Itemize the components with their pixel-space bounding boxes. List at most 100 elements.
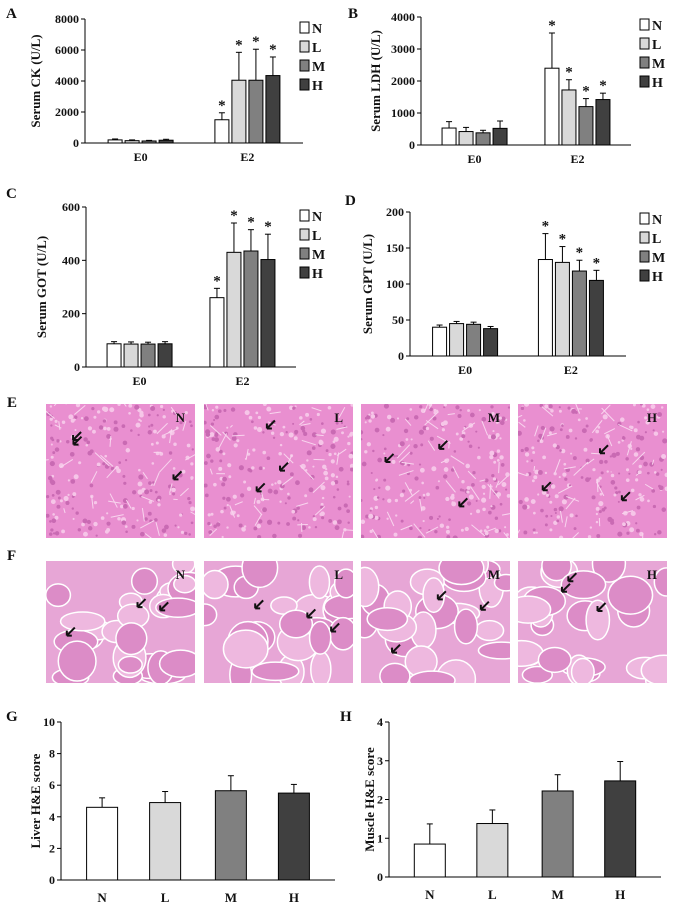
bar-d-e0-n xyxy=(432,326,448,357)
liver-tissue-h xyxy=(518,404,667,538)
legend-swatch-b-n xyxy=(639,18,650,31)
y-tick-label-a: 2000 xyxy=(55,105,79,119)
significance-marker-d: * xyxy=(542,219,550,235)
legend-swatch-d-h xyxy=(639,269,650,282)
y-tick-label-d: 0 xyxy=(398,349,404,363)
legend-swatch-d-m xyxy=(639,250,650,263)
significance-marker-b: * xyxy=(565,65,573,81)
bar-h-h xyxy=(604,780,637,878)
x-tick-label-d-e0: E0 xyxy=(458,363,472,377)
y-tick-label-c: 0 xyxy=(74,360,80,374)
y-tick-label-h: 4 xyxy=(377,715,383,729)
significance-marker-a: * xyxy=(235,37,243,53)
y-tick-label-g: 0 xyxy=(49,873,55,887)
significance-marker-c: * xyxy=(264,219,272,235)
liver-label-m: M xyxy=(487,410,500,425)
significance-marker-c: * xyxy=(230,208,238,224)
bar-b-e0-m xyxy=(475,132,491,146)
bar-d-e2-h xyxy=(588,279,604,357)
panel-letter-b: B xyxy=(348,6,358,22)
legend-label-a-l: L xyxy=(312,41,321,56)
y-tick-label-d: 100 xyxy=(386,277,404,291)
y-tick-label-d: 150 xyxy=(386,241,404,255)
legend-swatch-a-m xyxy=(299,59,310,72)
bar-b-e2-m xyxy=(578,106,594,146)
y-axis-label-c: Serum GOT (U/L) xyxy=(34,236,49,338)
bar-h-l xyxy=(476,823,509,878)
legend-label-b-l: L xyxy=(652,38,661,53)
bar-c-e2-m xyxy=(243,250,259,368)
bar-a-e0-m xyxy=(141,140,157,144)
bar-c-e2-l xyxy=(226,251,242,368)
significance-marker-c: * xyxy=(247,215,255,231)
y-tick-label-g: 6 xyxy=(49,778,55,792)
bar-b-e0-l xyxy=(458,131,474,146)
liver-image-h: H xyxy=(518,404,667,538)
bar-b-e2-n xyxy=(544,67,560,146)
x-tick-label-g-n: N xyxy=(97,890,107,905)
panel-letter-d: D xyxy=(345,193,356,209)
muscle-image-n: N xyxy=(46,561,195,683)
bar-a-e0-n xyxy=(107,139,123,144)
y-tick-label-b: 2000 xyxy=(391,74,415,88)
liver-label-h: H xyxy=(646,410,657,425)
y-axis-label-g: Liver H&E score xyxy=(28,753,43,848)
bar-d-e2-l xyxy=(554,261,570,357)
legend-swatch-d-n xyxy=(639,212,650,225)
muscle-label-l: L xyxy=(334,567,343,582)
x-tick-label-h-m: M xyxy=(551,887,563,902)
bar-a-e2-n xyxy=(214,119,230,144)
bar-d-e2-n xyxy=(537,259,553,357)
liver-image-l: L xyxy=(204,404,353,538)
bar-b-e0-n xyxy=(441,127,457,146)
y-tick-label-h: 2 xyxy=(377,793,383,807)
bar-d-e0-m xyxy=(466,323,482,357)
x-tick-label-a-e0: E0 xyxy=(134,150,148,164)
liver-image-m: M xyxy=(361,404,510,538)
liver-tissue-l xyxy=(204,404,353,538)
bar-c-e0-h xyxy=(157,343,173,368)
significance-marker-b: * xyxy=(548,18,556,34)
muscle-tissue-h xyxy=(518,561,667,683)
x-tick-label-g-m: M xyxy=(225,890,237,905)
bar-d-e0-l xyxy=(449,323,465,357)
legend-label-b-m: M xyxy=(652,57,665,72)
bar-a-e2-m xyxy=(248,79,264,144)
y-axis-label-h: Muscle H&E score xyxy=(362,747,377,852)
muscle-image-h: H xyxy=(518,561,667,683)
bar-g-m xyxy=(214,790,247,881)
legend-swatch-a-l xyxy=(299,40,310,53)
y-tick-label-a: 0 xyxy=(73,136,79,150)
bar-b-e2-h xyxy=(595,99,611,146)
y-tick-label-d: 50 xyxy=(392,313,404,327)
x-tick-label-g-l: L xyxy=(161,890,170,905)
legend-label-d-l: L xyxy=(652,232,661,247)
significance-marker-a: * xyxy=(252,34,260,50)
y-tick-label-a: 4000 xyxy=(55,74,79,88)
liver-tissue-m xyxy=(361,404,510,538)
legend-label-d-h: H xyxy=(652,270,663,285)
y-tick-label-b: 3000 xyxy=(391,42,415,56)
significance-marker-a: * xyxy=(269,42,277,58)
x-tick-label-h-l: L xyxy=(488,887,497,902)
legend-label-c-n: N xyxy=(312,210,322,225)
bar-d-e0-h xyxy=(483,328,499,357)
y-tick-label-b: 1000 xyxy=(391,106,415,120)
significance-marker-c: * xyxy=(213,273,221,289)
bar-a-e0-h xyxy=(158,139,174,144)
muscle-label-h: H xyxy=(646,567,657,582)
bar-h-n xyxy=(413,843,446,878)
y-tick-label-b: 0 xyxy=(409,138,415,152)
legend-label-b-h: H xyxy=(652,76,663,91)
significance-marker-b: * xyxy=(582,84,590,100)
legend-label-c-m: M xyxy=(312,248,325,263)
y-tick-label-h: 0 xyxy=(377,870,383,884)
bar-g-l xyxy=(149,802,182,881)
x-tick-label-c-e2: E2 xyxy=(235,374,249,388)
y-tick-label-h: 3 xyxy=(377,754,383,768)
y-axis-label-b: Serum LDH (U/L) xyxy=(368,30,383,132)
x-tick-label-b-e0: E0 xyxy=(468,152,482,166)
bar-b-e0-h xyxy=(492,127,508,146)
x-tick-label-a-e2: E2 xyxy=(240,150,254,164)
